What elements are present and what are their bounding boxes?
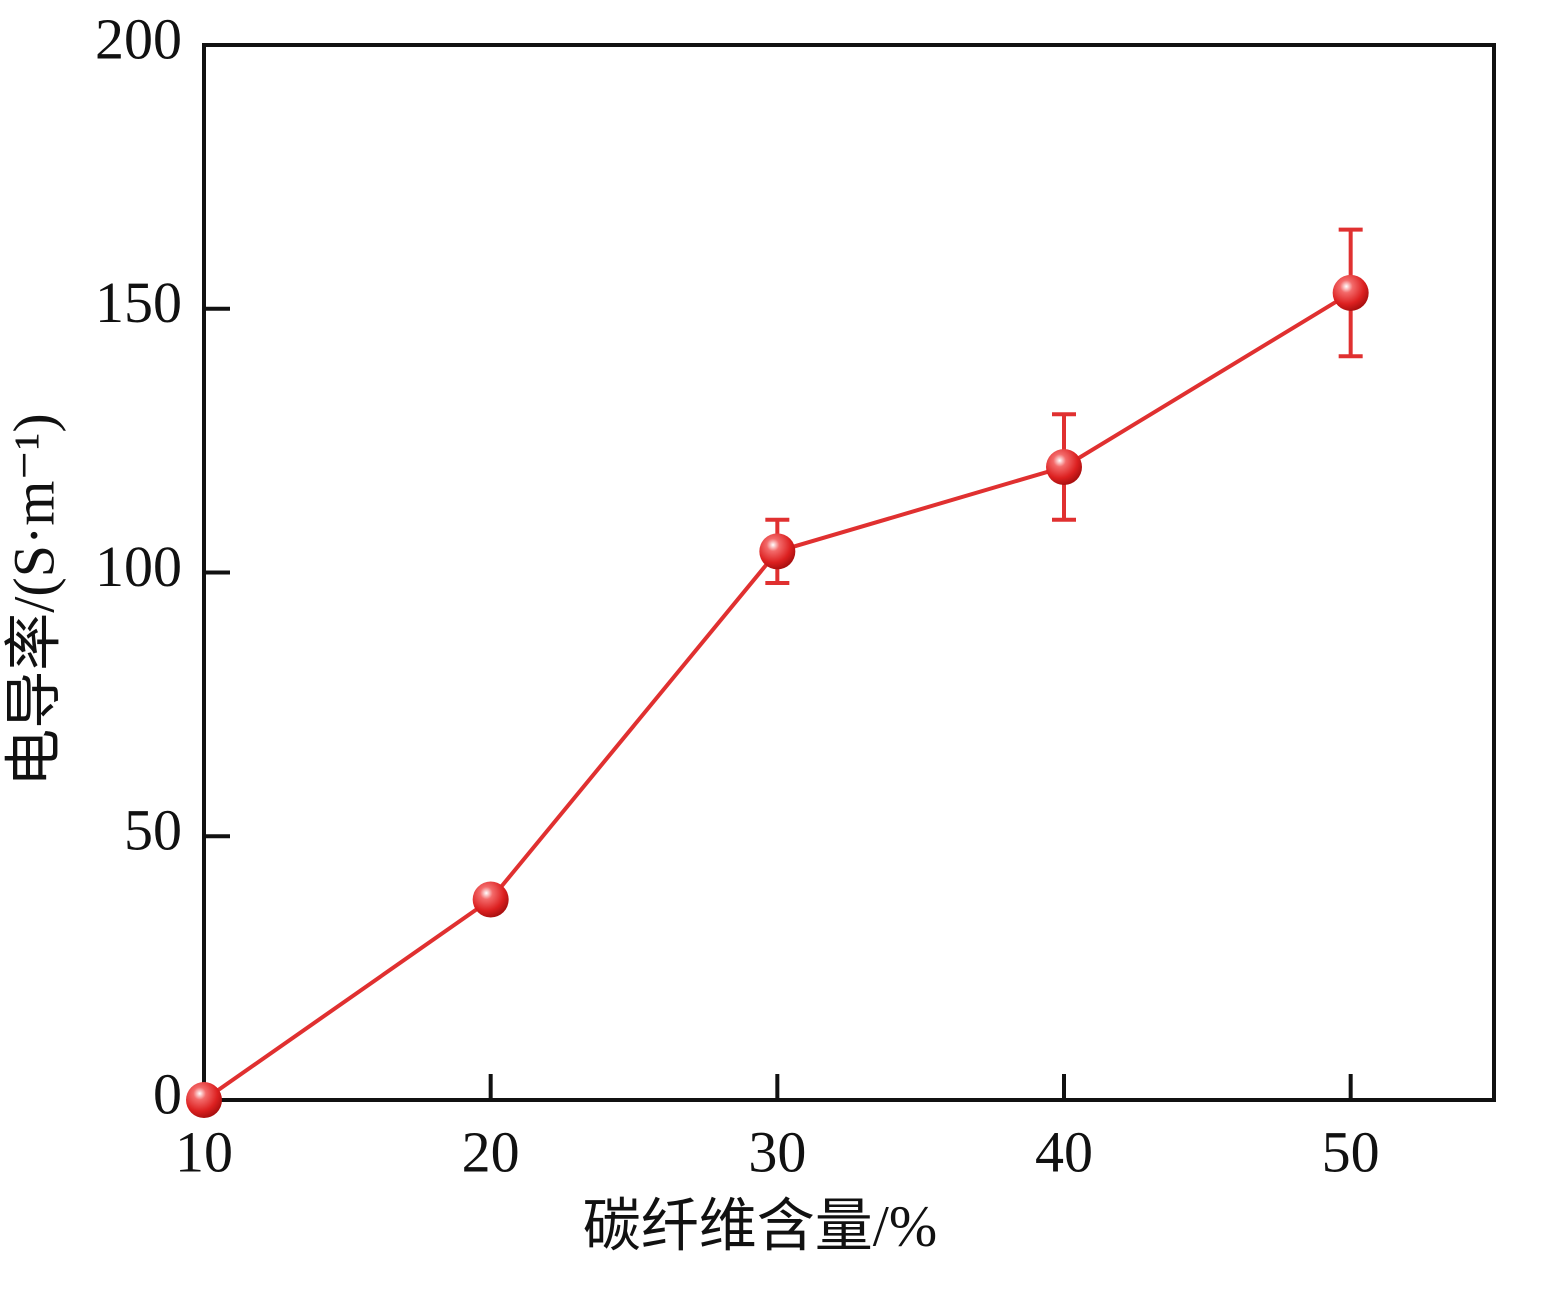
series-line: [202, 291, 1352, 1102]
y-axis-label: 电导率/(S·m⁻¹): [1, 413, 66, 786]
x-tick-label: 30: [748, 1119, 806, 1184]
y-tick-label: 50: [124, 798, 182, 863]
x-tick-label: 40: [1035, 1119, 1093, 1184]
plot-frame: [202, 43, 1496, 1102]
marker: [186, 1082, 222, 1118]
marker: [1332, 274, 1369, 311]
x-tick-label: 10: [175, 1119, 233, 1184]
y-tick-label: 150: [95, 270, 182, 335]
marker: [1046, 449, 1082, 485]
y-tick-label: 200: [95, 6, 182, 71]
x-tick-label: 50: [1322, 1119, 1380, 1184]
y-tick-label: 100: [95, 534, 182, 599]
marker: [472, 881, 509, 918]
x-tick-label: 20: [462, 1119, 520, 1184]
marker: [759, 533, 796, 570]
x-axis-label: 碳纤维含量/%: [583, 1193, 937, 1258]
y-tick-label: 0: [153, 1061, 182, 1126]
